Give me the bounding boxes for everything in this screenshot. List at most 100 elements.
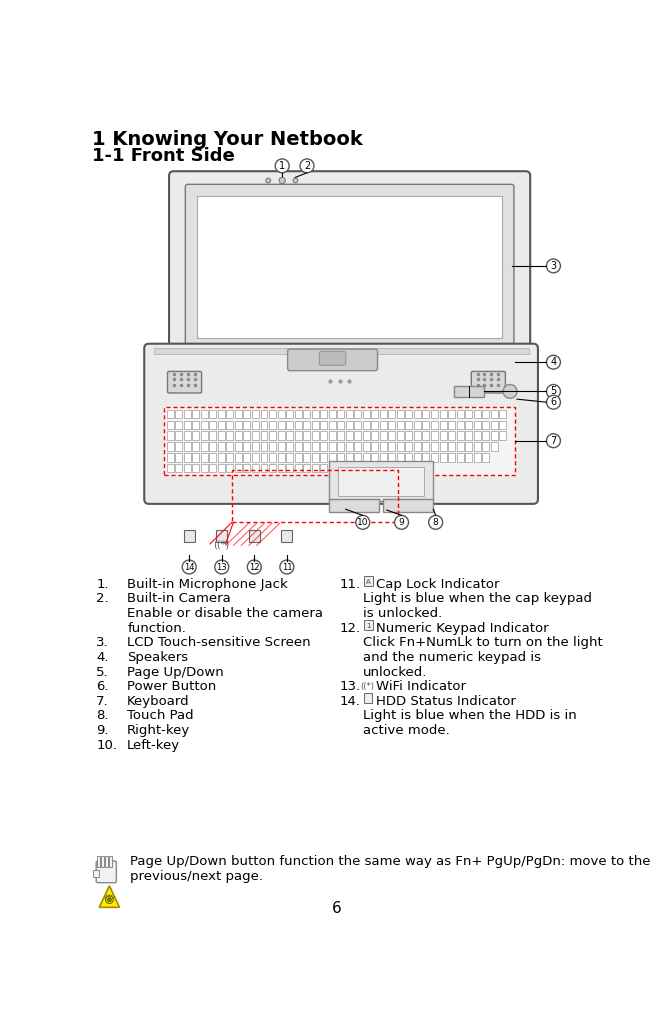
Bar (329, 453, 336, 462)
Bar (252, 431, 259, 440)
Bar (491, 410, 497, 419)
Bar (365, 620, 373, 630)
Text: Page Up/Down: Page Up/Down (127, 666, 224, 678)
Text: 5.: 5. (96, 666, 109, 678)
Circle shape (279, 177, 286, 183)
Bar (261, 464, 267, 472)
Bar (422, 431, 430, 440)
Text: 10.: 10. (96, 739, 117, 752)
Bar (338, 421, 344, 429)
Bar (303, 464, 310, 472)
Circle shape (266, 178, 270, 183)
Bar (295, 431, 301, 440)
Bar (278, 453, 284, 462)
Text: 14.: 14. (340, 695, 361, 708)
Bar (209, 442, 216, 451)
Bar (338, 410, 344, 419)
Bar (422, 421, 430, 429)
Bar (440, 421, 447, 429)
Text: Cap Lock Indicator: Cap Lock Indicator (376, 577, 499, 591)
Bar (252, 410, 259, 419)
Bar (235, 464, 242, 472)
Text: ((*): ((*) (361, 682, 374, 691)
Bar (371, 421, 378, 429)
Bar (329, 421, 336, 429)
Bar (226, 464, 234, 472)
Bar (243, 431, 251, 440)
Bar (397, 431, 404, 440)
Bar (457, 421, 463, 429)
Bar (491, 431, 497, 440)
Bar (269, 453, 276, 462)
Bar (278, 410, 284, 419)
Text: Built-in Microphone Jack: Built-in Microphone Jack (127, 577, 288, 591)
Bar (261, 442, 267, 451)
Bar (201, 464, 208, 472)
Bar (371, 442, 378, 451)
Bar (252, 421, 259, 429)
Bar (312, 410, 318, 419)
Text: is unlocked.: is unlocked. (363, 607, 442, 620)
Bar (440, 442, 447, 451)
Bar (354, 453, 361, 462)
Circle shape (547, 395, 561, 410)
Circle shape (275, 158, 289, 173)
Bar (166, 410, 174, 419)
Bar (261, 410, 267, 419)
Bar (209, 431, 216, 440)
Bar (286, 410, 293, 419)
Bar (303, 431, 310, 440)
Bar (218, 431, 225, 440)
Circle shape (293, 178, 297, 183)
Bar (465, 421, 472, 429)
Bar (363, 442, 370, 451)
Bar (431, 431, 438, 440)
Circle shape (215, 560, 229, 574)
Bar (448, 421, 455, 429)
Bar (338, 453, 344, 462)
Bar (216, 530, 227, 542)
Bar (243, 410, 251, 419)
Bar (320, 421, 327, 429)
Text: 14: 14 (184, 563, 195, 571)
Bar (414, 442, 421, 451)
Bar (166, 442, 174, 451)
Text: 7.: 7. (96, 695, 109, 708)
Bar (295, 442, 301, 451)
Bar (388, 464, 395, 472)
Text: LCD Touch-sensitive Screen: LCD Touch-sensitive Screen (127, 636, 311, 649)
Bar (312, 464, 318, 472)
Bar (422, 442, 430, 451)
Bar (166, 421, 174, 429)
Bar (320, 464, 327, 472)
Text: unlocked.: unlocked. (363, 666, 427, 678)
Bar (345, 431, 353, 440)
Bar (226, 442, 234, 451)
Bar (269, 464, 276, 472)
Bar (201, 431, 208, 440)
Text: Left-key: Left-key (127, 739, 180, 752)
Text: 13.: 13. (340, 680, 361, 694)
Text: 2: 2 (304, 161, 310, 171)
Text: 9.: 9. (96, 724, 109, 737)
Bar (184, 410, 191, 419)
Bar (414, 464, 421, 472)
Bar (329, 442, 336, 451)
Text: 1: 1 (279, 161, 286, 171)
Text: and the numeric keypad is: and the numeric keypad is (363, 651, 541, 664)
Bar (175, 464, 182, 472)
Text: ((*): ((*) (214, 539, 230, 549)
Bar (235, 453, 242, 462)
Bar (192, 442, 199, 451)
Bar (338, 442, 344, 451)
Bar (261, 431, 267, 440)
Bar (153, 349, 528, 354)
Bar (397, 453, 404, 462)
Bar (175, 410, 182, 419)
Bar (282, 530, 292, 542)
Bar (457, 410, 463, 419)
FancyBboxPatch shape (288, 349, 378, 370)
FancyBboxPatch shape (169, 171, 530, 357)
Bar (380, 410, 387, 419)
Bar (175, 453, 182, 462)
